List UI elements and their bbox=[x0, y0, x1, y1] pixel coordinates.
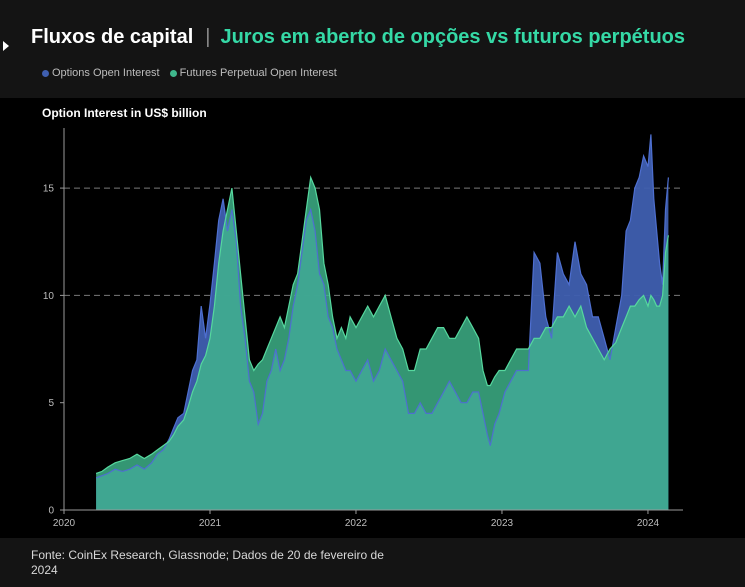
chart-header: Fluxos de capital | Juros em aberto de o… bbox=[31, 26, 685, 49]
y-tick-label: 5 bbox=[48, 398, 54, 409]
source-note: Fonte: CoinEx Research, Glassnode; Dados… bbox=[31, 548, 384, 577]
x-tick-label: 2022 bbox=[345, 518, 368, 529]
legend-item-options[interactable]: Options Open Interest bbox=[42, 67, 160, 79]
chart-legend: Options Open Interest Futures Perpetual … bbox=[42, 67, 337, 79]
options-line bbox=[95, 134, 669, 479]
legend-item-futures[interactable]: Futures Perpetual Open Interest bbox=[169, 67, 337, 79]
chart-plot: 0 5 10 15 2020 2021 2022 2023 2024 bbox=[43, 128, 683, 529]
chart-subtitle: Juros em aberto de opções vs futuros per… bbox=[220, 26, 686, 48]
futures-line bbox=[95, 175, 669, 475]
legend-swatch-options bbox=[42, 69, 49, 77]
title-divider: | bbox=[205, 26, 211, 48]
x-tick-label: 2023 bbox=[491, 518, 514, 529]
x-tick-label: 2021 bbox=[199, 518, 222, 529]
legend-swatch-futures bbox=[169, 69, 177, 77]
play-icon[interactable] bbox=[3, 41, 9, 51]
chart-title: Fluxos de capital bbox=[31, 26, 194, 48]
x-tick-label: 2024 bbox=[637, 518, 660, 529]
legend-label-options: Options Open Interest bbox=[52, 67, 160, 79]
y-tick-label: 15 bbox=[43, 184, 55, 195]
legend-label-futures: Futures Perpetual Open Interest bbox=[179, 67, 337, 79]
y-axis-label: Option Interest in US$ billion bbox=[42, 106, 207, 120]
x-tick-label: 2020 bbox=[53, 518, 76, 529]
y-tick-label: 0 bbox=[48, 506, 54, 517]
y-tick-label: 10 bbox=[43, 291, 55, 302]
futures-area bbox=[96, 177, 669, 510]
